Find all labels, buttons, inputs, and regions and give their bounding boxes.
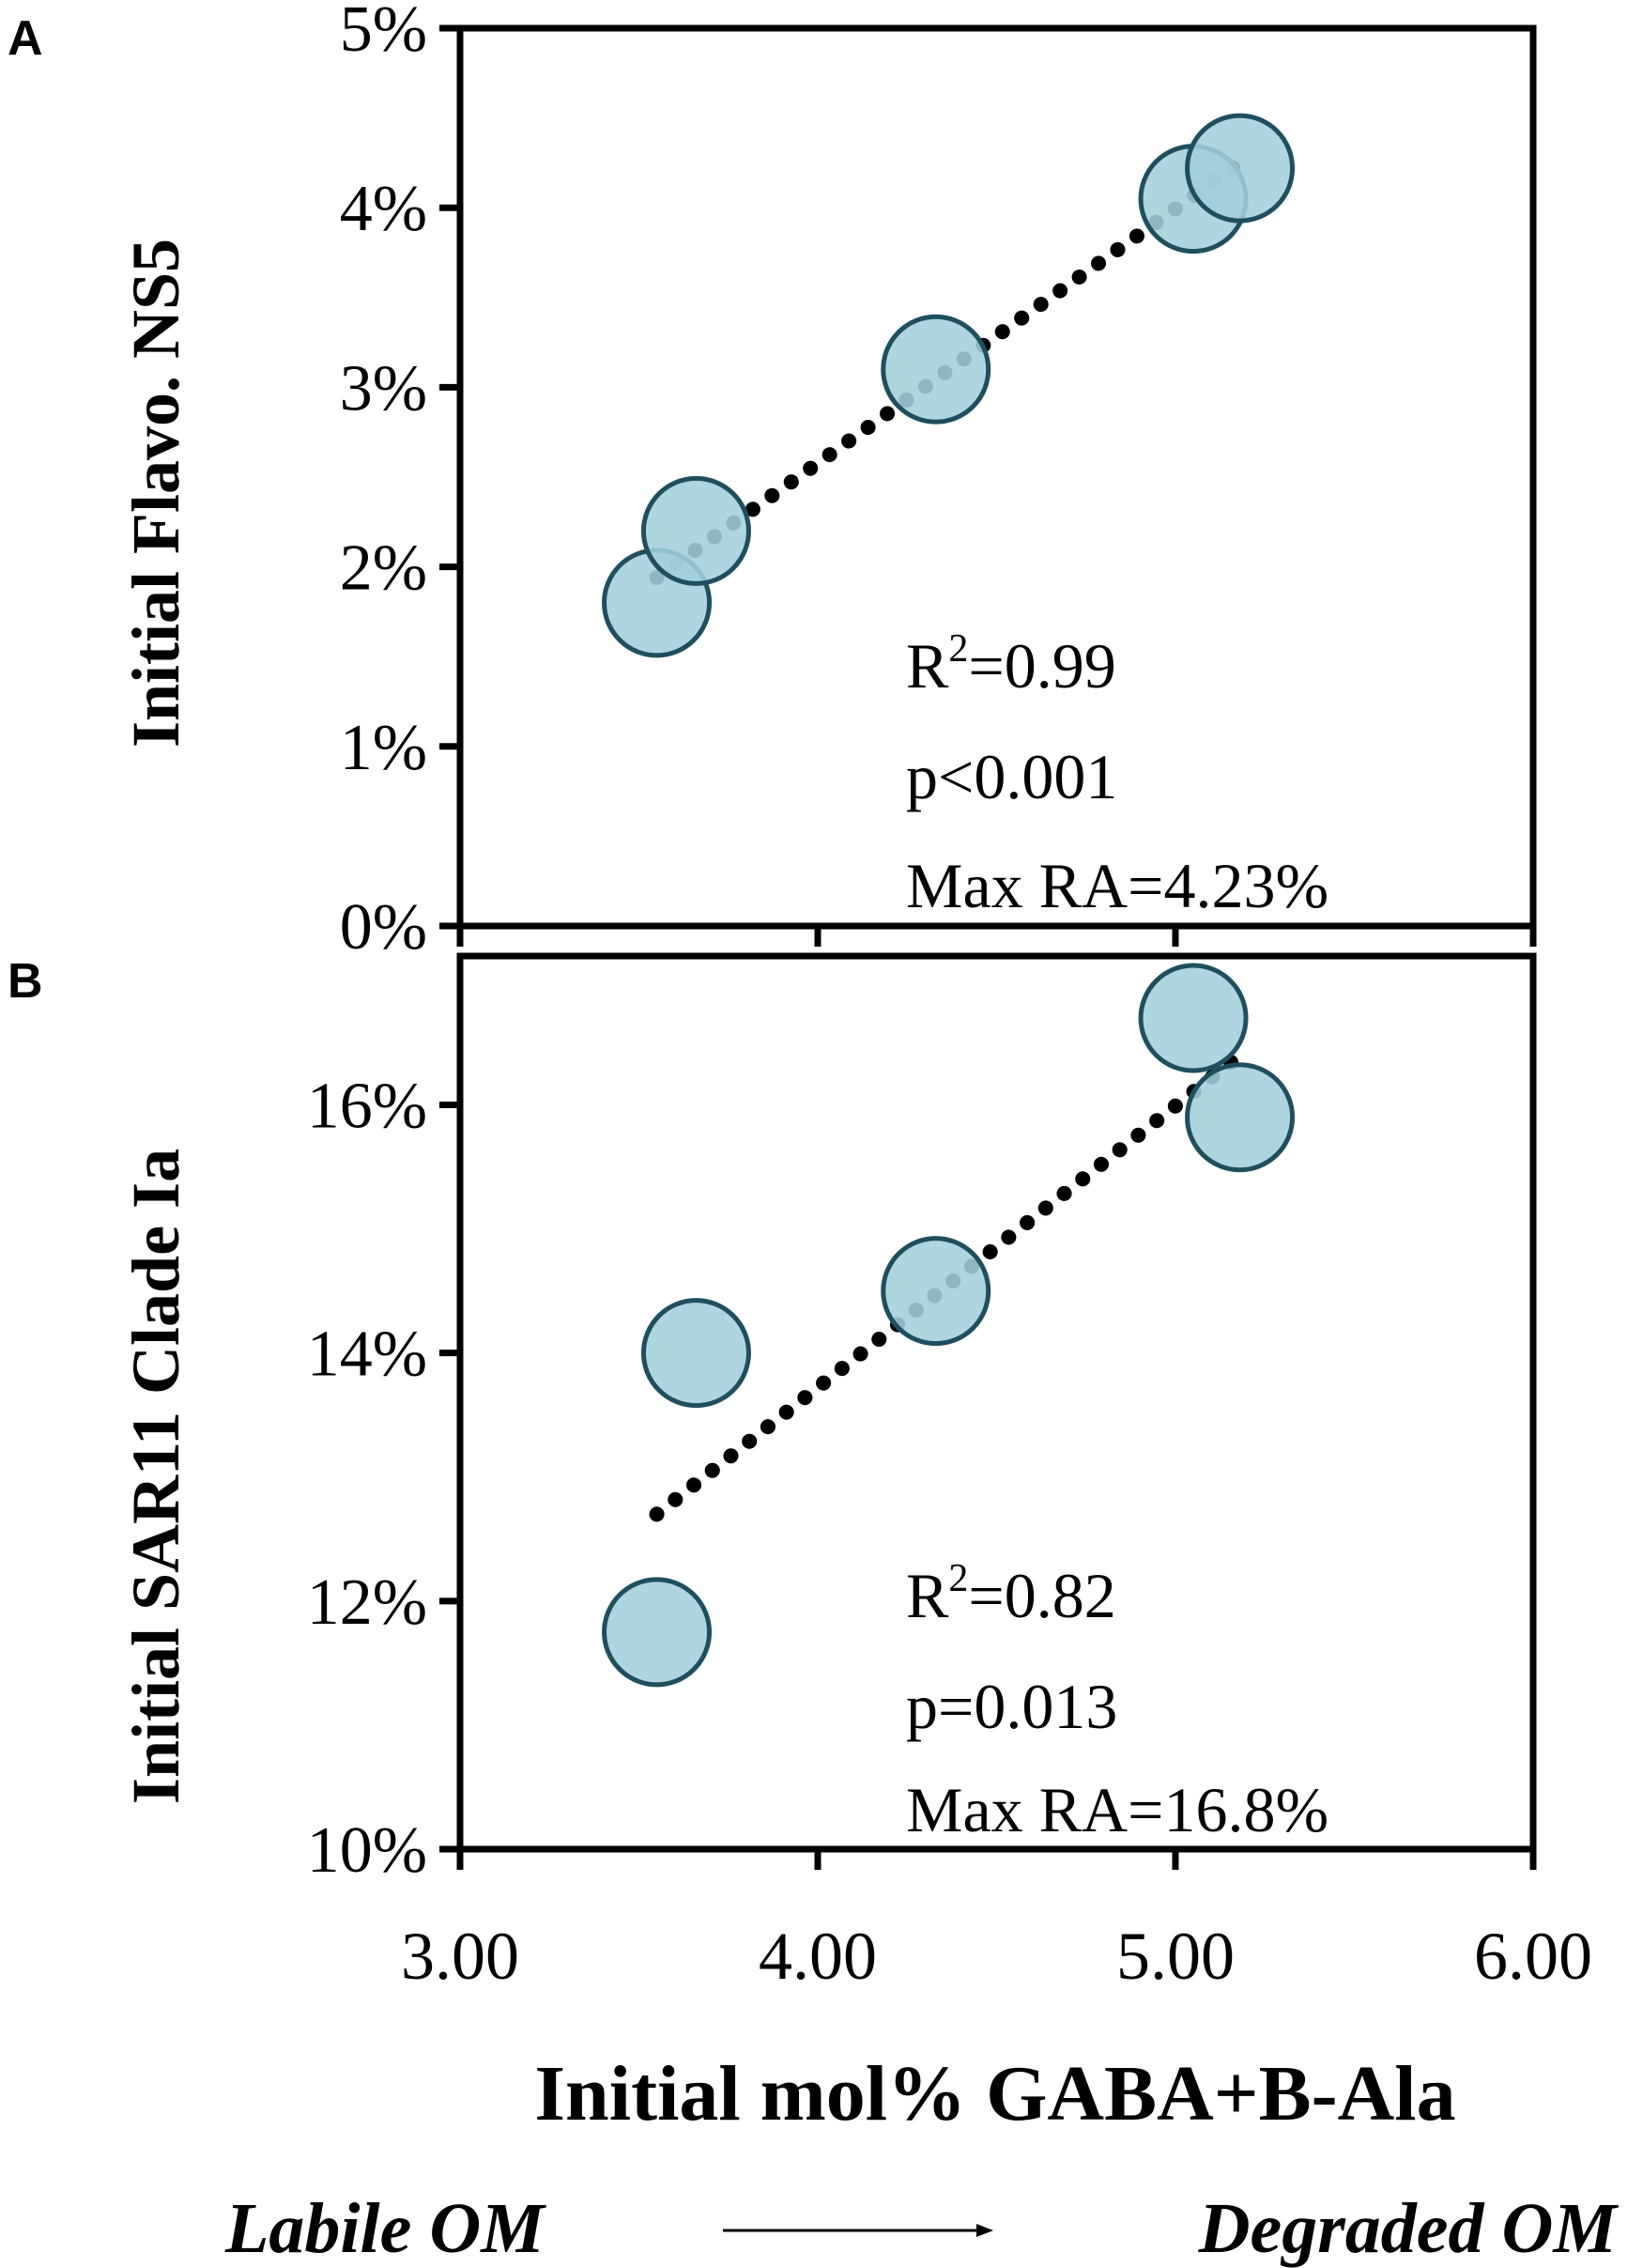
panel-b-y-tick-label: 14% bbox=[307, 1319, 427, 1391]
panel-b-label: B bbox=[8, 954, 43, 1009]
degraded-om-label: Degraded OM bbox=[1198, 2189, 1620, 2268]
panel-b-x-axis: 3.00 4.00 5.00 6.00 bbox=[401, 1849, 1592, 1994]
panel-a-r2-sup: 2 bbox=[948, 627, 968, 671]
panel-b-y-axis: 10% 12% 14% 16% bbox=[307, 1071, 460, 1887]
x-axis-label: Initial mol% GABA+B-Ala bbox=[534, 2050, 1455, 2137]
panel-b-data-point bbox=[602, 1577, 713, 1688]
panel-a-data-point bbox=[881, 314, 991, 424]
arrow-right-icon bbox=[723, 2224, 993, 2237]
panel-b-y-tick-label: 12% bbox=[307, 1566, 427, 1639]
panel-b-data-point bbox=[640, 1298, 751, 1409]
panel-b-plot-frame bbox=[456, 952, 1537, 1853]
panel-b-y-tick-label: 10% bbox=[307, 1814, 427, 1887]
panel-b-data-point bbox=[1138, 963, 1249, 1073]
panel-a-y-tick-label: 2% bbox=[340, 532, 427, 605]
x-tick-label: 3.00 bbox=[401, 1919, 519, 1994]
panel-b-pvalue: p=0.013 bbox=[906, 1671, 1117, 1742]
panel-a-stats: R2=0.99 p<0.001 Max RA=4.23% bbox=[906, 627, 1328, 921]
panel-b-y-tick-label: 16% bbox=[307, 1071, 427, 1143]
panel-a-x-axis bbox=[456, 926, 1537, 947]
panel-b-r2: R2=0.82 bbox=[906, 1557, 1116, 1631]
panel-b-ylabel: Initial SAR11 Clade Ia bbox=[118, 1149, 193, 1804]
panel-b-points bbox=[602, 963, 1296, 1688]
panel-a-points bbox=[602, 113, 1296, 658]
x-tick-label: 6.00 bbox=[1474, 1919, 1592, 1994]
panel-a-data-point bbox=[1185, 113, 1296, 224]
panel-a-y-tick-label: 5% bbox=[340, 0, 427, 66]
panel-b-r2-value: =0.82 bbox=[968, 1560, 1115, 1631]
panel-a-ylabel: Initial Flavo. NS5 bbox=[118, 239, 193, 748]
panel-a-r2-value: =0.99 bbox=[968, 630, 1115, 702]
panel-b-r2-prefix: R bbox=[906, 1560, 949, 1631]
panel-a-plot-frame bbox=[456, 24, 1537, 930]
panel-a-pvalue: p<0.001 bbox=[906, 741, 1117, 812]
panel-b-data-point bbox=[881, 1236, 991, 1347]
panel-a-y-tick-label: 3% bbox=[340, 352, 427, 424]
panel-a-y-axis: 0% 1% 2% 3% 4% 5% bbox=[340, 0, 460, 964]
panel-a-y-tick-label: 4% bbox=[340, 173, 427, 245]
panel-a-data-point bbox=[640, 475, 751, 586]
panel-b-data-point bbox=[1185, 1062, 1296, 1173]
panel-b-r2-sup: 2 bbox=[948, 1557, 968, 1600]
panel-a-r2-prefix: R bbox=[906, 630, 949, 702]
panel-a-y-tick-label: 1% bbox=[340, 712, 427, 784]
panel-a-label: A bbox=[8, 11, 43, 66]
panel-b-stats: R2=0.82 p=0.013 Max RA=16.8% bbox=[906, 1557, 1328, 1845]
x-tick-label: 5.00 bbox=[1116, 1919, 1235, 1994]
x-tick-label: 4.00 bbox=[759, 1919, 877, 1994]
panel-a-r2: R2=0.99 bbox=[906, 627, 1116, 702]
panel-a-max-ra: Max RA=4.23% bbox=[906, 850, 1328, 921]
labile-om-label: Labile OM bbox=[224, 2189, 546, 2268]
panel-b-max-ra: Max RA=16.8% bbox=[906, 1774, 1328, 1845]
panel-a-y-tick-label: 0% bbox=[340, 891, 427, 964]
